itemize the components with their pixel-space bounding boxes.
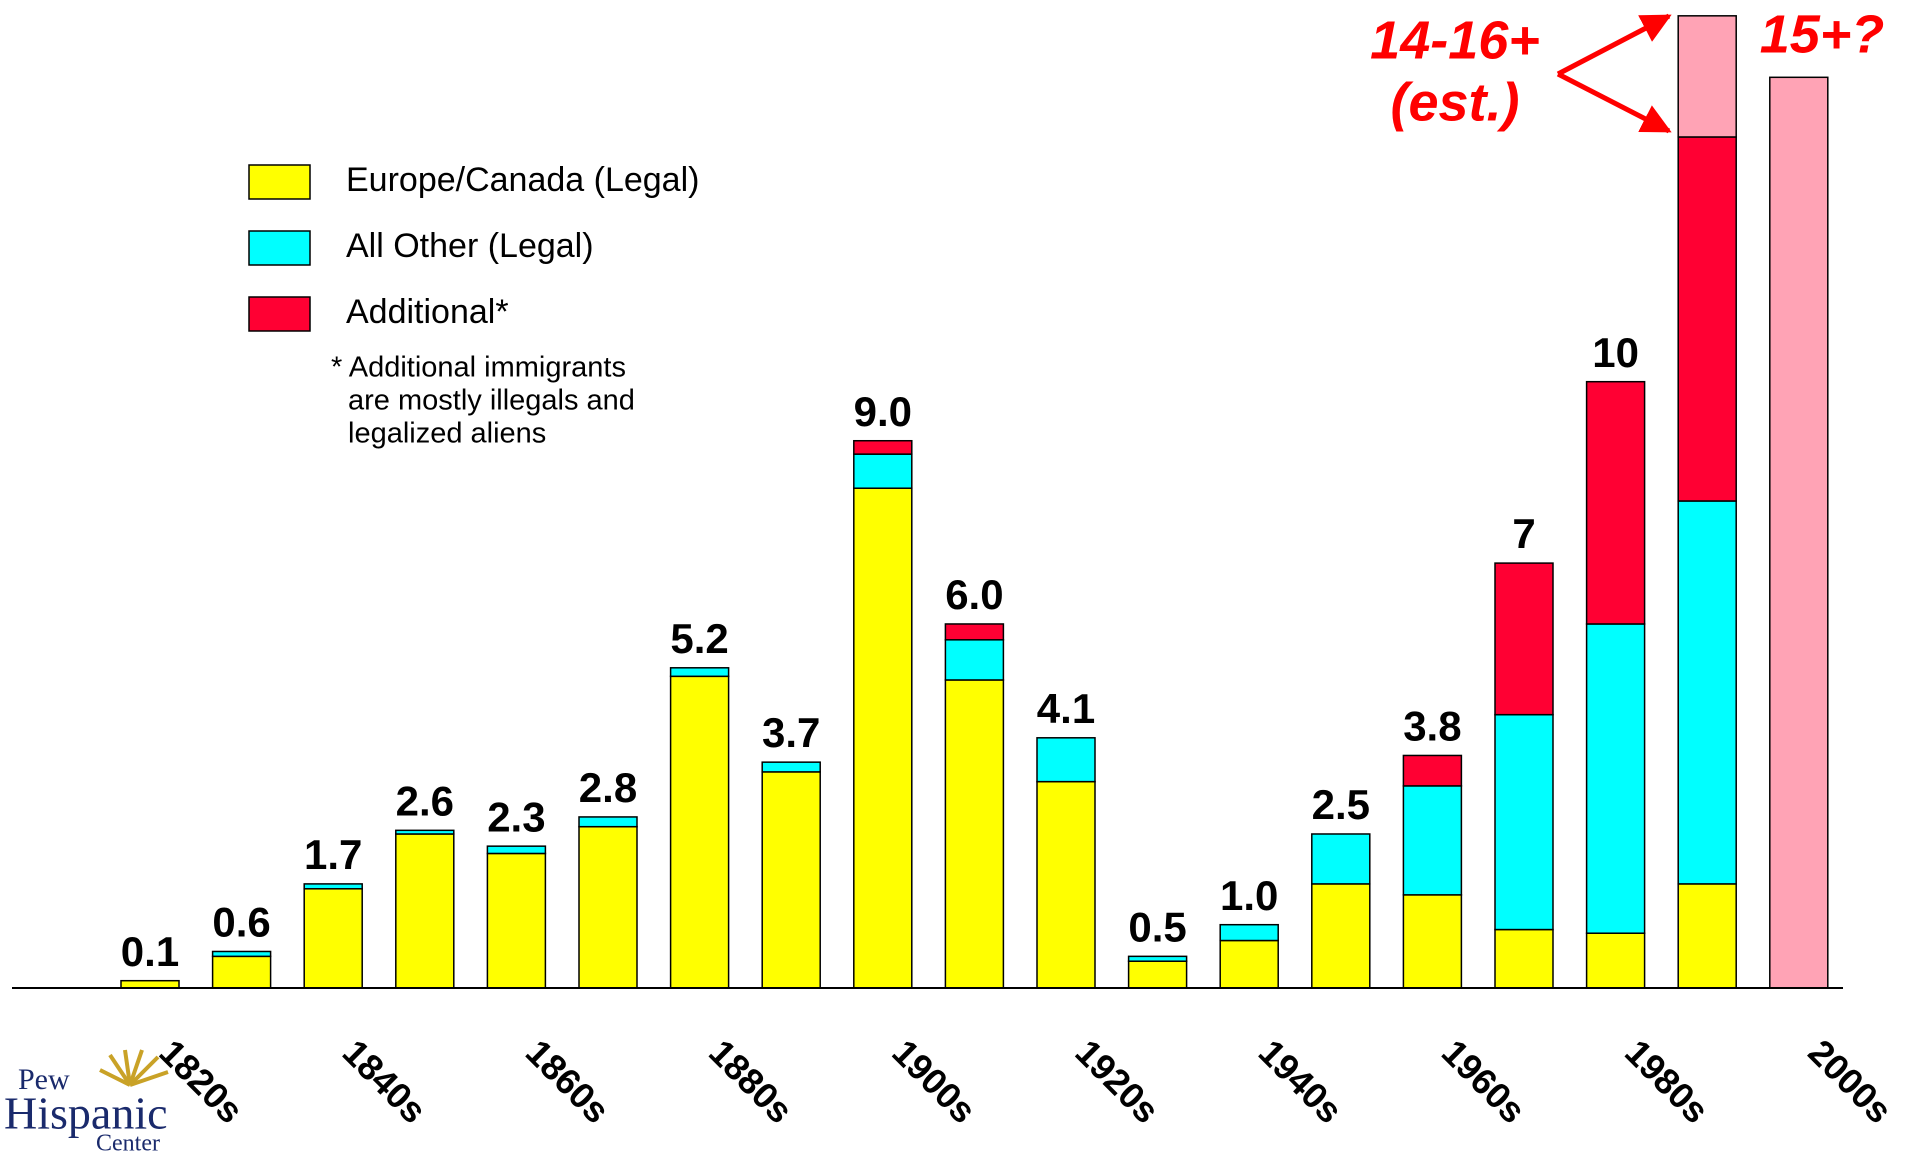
bar-segment <box>1311 833 1371 885</box>
annotation: (est.) <box>1390 72 1519 132</box>
bar-segment <box>486 845 547 855</box>
bar-segment <box>669 675 730 989</box>
bar-segment <box>1677 15 1737 138</box>
annotation: 14-16+ <box>1370 10 1540 70</box>
bar-segment <box>211 950 272 958</box>
bar-segment <box>1585 380 1646 625</box>
x-tick-label: 1840s <box>335 1031 435 1131</box>
bar-segment <box>1402 785 1463 896</box>
x-tick-label: 1980s <box>1617 1031 1717 1131</box>
x-tick-label: 1900s <box>884 1031 984 1131</box>
bar-segment <box>1219 939 1279 989</box>
bar-segment <box>669 667 730 678</box>
data-label: 10 <box>1592 329 1639 376</box>
bar-segment <box>944 639 1005 681</box>
data-label: 5.2 <box>670 615 728 662</box>
bar-segment <box>578 816 638 828</box>
x-tick-label: 1860s <box>518 1031 618 1131</box>
bar-segment <box>1494 928 1554 989</box>
data-label: 4.1 <box>1037 685 1095 732</box>
bar-segment <box>303 883 363 890</box>
bar-segment <box>1219 923 1279 942</box>
logo-text: Pew <box>18 1063 70 1096</box>
bar-segment <box>761 771 821 989</box>
annotation-arrow <box>1556 71 1672 134</box>
bar-segment <box>761 761 821 773</box>
bar-segment <box>853 439 913 455</box>
legend-label: Additional* <box>346 293 509 331</box>
logo-sun <box>99 1049 169 1087</box>
bar-segment <box>1036 780 1096 989</box>
data-label: 1.7 <box>304 831 362 878</box>
bar-segment <box>120 979 180 989</box>
x-tick-label: 1960s <box>1434 1031 1534 1131</box>
annotation: 15+? <box>1760 4 1885 64</box>
data-label: 0.5 <box>1128 903 1186 950</box>
bar-segment <box>944 679 1005 989</box>
bar-segment <box>1311 883 1371 989</box>
data-label: 2.8 <box>579 764 637 811</box>
data-label: 7 <box>1512 510 1535 557</box>
x-tick-label: 2000s <box>1800 1031 1900 1131</box>
bar-segment <box>303 888 363 989</box>
note: legalized aliens <box>348 418 546 450</box>
legend-swatch <box>248 296 311 332</box>
bar-segment <box>578 825 638 989</box>
data-label: 2.5 <box>1312 781 1370 828</box>
data-label: 9.0 <box>854 388 912 435</box>
data-label: 3.8 <box>1403 703 1461 750</box>
annotation-arrow <box>1556 13 1672 77</box>
data-label: 3.7 <box>762 709 820 756</box>
x-tick-label: 1940s <box>1251 1031 1351 1131</box>
x-tick-label: 1920s <box>1068 1031 1168 1131</box>
bar-segment <box>486 852 547 989</box>
bar-segment <box>1402 754 1463 787</box>
data-label: 6.0 <box>945 571 1003 618</box>
bar-segment <box>1494 562 1554 716</box>
legend-label: All Other (Legal) <box>346 227 594 265</box>
bar-segment <box>1127 955 1188 962</box>
bar-segment <box>944 623 1005 641</box>
bar-segment <box>1769 76 1829 989</box>
logo-text: Hispanic <box>4 1088 168 1139</box>
bar-segment <box>395 829 455 835</box>
bar-segment <box>1127 960 1188 989</box>
bar-segment <box>1677 500 1737 885</box>
note: are mostly illegals and <box>348 385 635 417</box>
bar-segment <box>1677 883 1737 989</box>
legend-label: Europe/Canada (Legal) <box>346 161 699 199</box>
bar-segment <box>1677 136 1737 502</box>
legend-swatch <box>248 164 311 200</box>
bar-segment <box>1585 932 1646 989</box>
bar-segment <box>853 453 913 489</box>
data-label: 2.6 <box>396 777 454 824</box>
bar-segment <box>395 833 455 989</box>
bar-segment <box>853 487 913 989</box>
data-label: 1.0 <box>1220 872 1278 919</box>
bar-segment <box>1402 894 1463 989</box>
bar-segment <box>1494 713 1554 931</box>
bar-segment <box>1036 737 1096 783</box>
data-label: 0.1 <box>121 928 179 975</box>
data-label: 0.6 <box>212 899 270 946</box>
data-label: 2.3 <box>487 793 545 840</box>
note: * Additional immigrants <box>331 352 626 384</box>
logo: Pew Hispanic Center <box>4 1049 169 1153</box>
logo-text: Center <box>96 1131 160 1153</box>
bar-segment <box>1585 623 1646 934</box>
bar-segment <box>211 955 272 989</box>
legend-swatch <box>248 230 311 266</box>
x-tick-label: 1880s <box>701 1031 801 1131</box>
